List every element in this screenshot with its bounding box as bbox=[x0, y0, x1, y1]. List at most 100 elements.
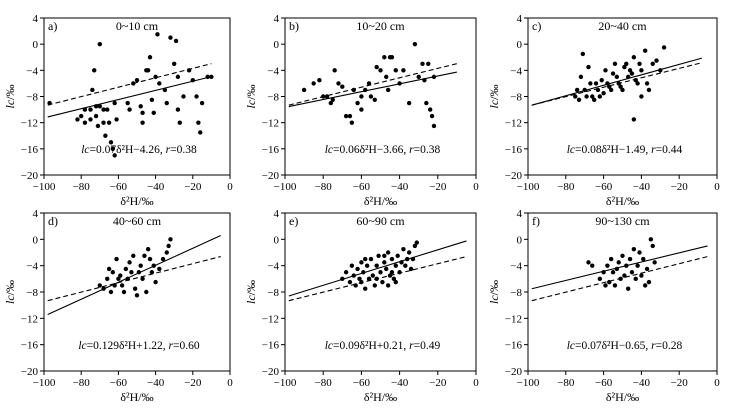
y-tick-label: 4 bbox=[274, 208, 280, 220]
data-point bbox=[652, 260, 657, 265]
y-tick-label: 0 bbox=[274, 39, 280, 51]
data-point bbox=[110, 146, 116, 152]
data-point bbox=[101, 107, 106, 112]
data-point bbox=[591, 97, 597, 102]
data-point bbox=[410, 256, 416, 262]
y-tick-label: 4 bbox=[33, 208, 39, 220]
x-tick-label: 0 bbox=[714, 181, 720, 193]
data-point bbox=[138, 104, 143, 109]
x-tick-label: −40 bbox=[633, 377, 651, 389]
data-point bbox=[646, 279, 652, 285]
data-point bbox=[391, 276, 397, 282]
data-point bbox=[361, 270, 366, 275]
fit-line bbox=[288, 71, 458, 108]
data-point bbox=[620, 87, 625, 93]
data-point bbox=[586, 260, 591, 265]
y-tick-label: −20 bbox=[21, 170, 39, 182]
x-tick-label: −80 bbox=[73, 377, 91, 389]
y-tick-label: −16 bbox=[505, 144, 523, 156]
equation-label: lc=0.07δ²H−0.65, r=0.28 bbox=[567, 340, 683, 352]
y-tick-label: −20 bbox=[262, 366, 280, 378]
data-point bbox=[639, 94, 644, 99]
data-point bbox=[605, 263, 610, 268]
data-point bbox=[639, 68, 644, 73]
data-point bbox=[629, 71, 635, 76]
data-point bbox=[363, 87, 368, 93]
data-point bbox=[181, 94, 186, 99]
y-tick-label: −8 bbox=[26, 92, 38, 104]
data-point bbox=[127, 107, 132, 112]
data-point bbox=[637, 61, 642, 66]
x-tick-label: −60 bbox=[110, 181, 128, 193]
y-tick-label: −8 bbox=[26, 287, 38, 299]
x-tick-label: −100 bbox=[517, 377, 540, 389]
data-point bbox=[627, 256, 633, 262]
data-point bbox=[620, 253, 625, 258]
data-point bbox=[110, 270, 116, 275]
data-point bbox=[429, 113, 435, 119]
data-point bbox=[601, 270, 606, 275]
data-point bbox=[431, 74, 437, 80]
data-point bbox=[578, 74, 584, 80]
y-tick-label: −4 bbox=[510, 261, 522, 273]
data-point bbox=[635, 81, 640, 86]
data-point bbox=[101, 286, 106, 291]
data-point bbox=[166, 243, 171, 249]
data-point bbox=[378, 270, 383, 275]
data-point bbox=[389, 256, 395, 262]
data-point bbox=[599, 77, 604, 83]
y-tick-label: −12 bbox=[21, 313, 38, 325]
data-point bbox=[190, 77, 195, 83]
y-tick-label: −8 bbox=[267, 287, 279, 299]
y-tick-label: −20 bbox=[505, 366, 523, 378]
data-point bbox=[403, 263, 408, 268]
data-point bbox=[149, 97, 155, 102]
data-point bbox=[629, 270, 635, 275]
data-point bbox=[635, 263, 640, 268]
data-point bbox=[582, 87, 587, 93]
data-point bbox=[136, 270, 142, 275]
data-point bbox=[393, 263, 398, 268]
x-tick-label: −60 bbox=[595, 181, 613, 193]
data-point bbox=[357, 276, 362, 282]
y-tick-label: 4 bbox=[274, 13, 280, 25]
data-point bbox=[644, 81, 650, 86]
data-point bbox=[625, 74, 631, 80]
data-point bbox=[612, 61, 618, 66]
data-point bbox=[380, 279, 385, 285]
data-point bbox=[382, 55, 387, 60]
data-point bbox=[648, 237, 654, 242]
panel-label: f) bbox=[532, 214, 540, 228]
data-point bbox=[351, 273, 356, 278]
x-tick-label: −60 bbox=[110, 377, 128, 389]
data-point bbox=[151, 110, 156, 116]
chart-panel-5: −100 −80 −60 −40 −20 0−20−16−12−8−404δ²H/‰lc/… bbox=[244, 208, 479, 404]
data-point bbox=[642, 48, 648, 53]
data-point bbox=[95, 123, 101, 129]
x-tick-label: 0 bbox=[473, 181, 479, 193]
y-tick-label: −4 bbox=[26, 261, 38, 273]
data-point bbox=[637, 250, 642, 255]
data-point bbox=[406, 250, 412, 255]
data-point bbox=[93, 113, 99, 119]
data-point bbox=[147, 256, 153, 262]
data-point bbox=[112, 283, 117, 288]
equation-label: lc=0.08δ²H−1.49, r=0.44 bbox=[567, 144, 683, 156]
x-tick-label: −100 bbox=[274, 181, 297, 193]
fit-line bbox=[47, 235, 221, 316]
data-point bbox=[311, 81, 316, 86]
data-point bbox=[47, 100, 52, 106]
data-point bbox=[198, 130, 203, 135]
data-point bbox=[597, 276, 603, 282]
data-point bbox=[405, 256, 410, 262]
x-tick-label: −40 bbox=[147, 181, 165, 193]
data-point bbox=[420, 61, 425, 66]
y-axis-label: lc/‰ bbox=[244, 280, 258, 304]
data-point bbox=[395, 253, 400, 258]
data-point bbox=[92, 68, 97, 73]
data-point bbox=[340, 276, 345, 282]
data-point bbox=[114, 256, 119, 262]
equation-label: lc=0.09δ²H+0.21, r=0.49 bbox=[325, 340, 441, 352]
data-point bbox=[106, 120, 112, 125]
data-point bbox=[366, 81, 372, 86]
